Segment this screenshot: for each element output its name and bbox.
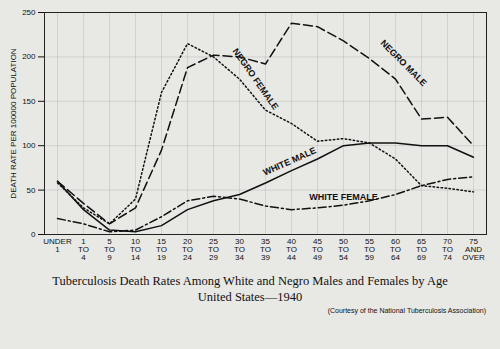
svg-text:75ANDOVER: 75ANDOVER xyxy=(462,237,485,262)
svg-text:1TO4: 1TO4 xyxy=(78,237,89,262)
svg-text:30TO34: 30TO34 xyxy=(234,237,245,262)
svg-text:65TO69: 65TO69 xyxy=(416,237,427,262)
svg-text:250: 250 xyxy=(22,8,36,17)
svg-text:10TO14: 10TO14 xyxy=(130,237,141,262)
svg-text:50: 50 xyxy=(27,186,36,195)
svg-text:NEGRO MALE: NEGRO MALE xyxy=(378,38,428,88)
svg-text:150: 150 xyxy=(22,97,36,106)
svg-text:70TO74: 70TO74 xyxy=(442,237,453,262)
svg-text:0: 0 xyxy=(31,230,36,239)
svg-text:WHITE FEMALE: WHITE FEMALE xyxy=(309,192,378,202)
svg-text:15TO19: 15TO19 xyxy=(156,237,167,262)
svg-text:60TO64: 60TO64 xyxy=(390,237,401,262)
svg-text:100: 100 xyxy=(22,141,36,150)
svg-text:DEATH RATE PER 100000 POPULATI: DEATH RATE PER 100000 POPULATION xyxy=(9,48,18,198)
html-text:Tuberculosis Death Rates Among: Tuberculosis Death Rates Among White and… xyxy=(52,274,448,288)
svg-text:5TO9: 5TO9 xyxy=(104,237,115,262)
svg-text:45TO49: 45TO49 xyxy=(312,237,323,262)
html-text:(Courtesy of the National Tube: (Courtesy of the National Tuberculosis A… xyxy=(327,307,486,314)
svg-text:35TO39: 35TO39 xyxy=(260,237,271,262)
svg-text:25TO29: 25TO29 xyxy=(208,237,219,262)
svg-text:200: 200 xyxy=(22,52,36,61)
html-text:United States—1940: United States—1940 xyxy=(197,290,303,304)
svg-text:40TO44: 40TO44 xyxy=(286,237,297,262)
svg-text:NEGRO FEMALE: NEGRO FEMALE xyxy=(231,46,281,111)
svg-text:UNDER1: UNDER1 xyxy=(43,237,72,254)
svg-text:20TO24: 20TO24 xyxy=(182,237,193,262)
svg-text:50TO54: 50TO54 xyxy=(338,237,349,262)
svg-text:WHITE MALE: WHITE MALE xyxy=(261,145,317,177)
svg-text:55TO59: 55TO59 xyxy=(364,237,375,262)
